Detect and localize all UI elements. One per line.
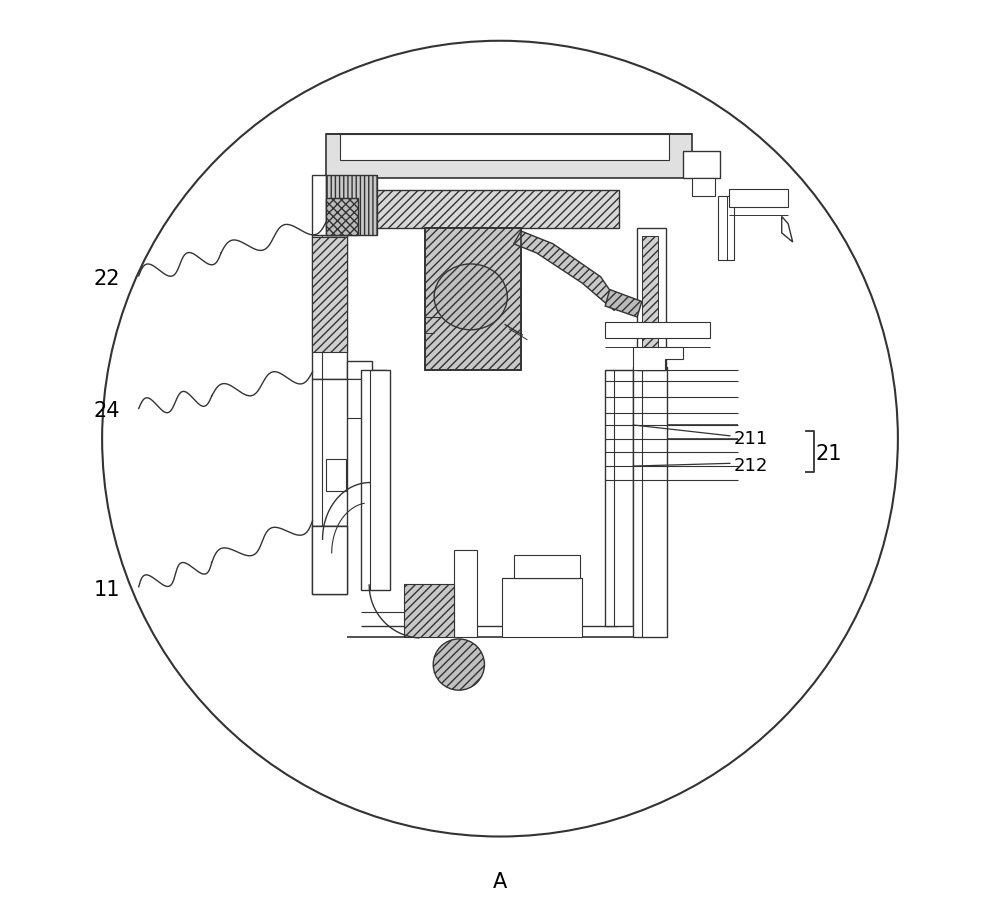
Bar — [361, 370, 390, 590]
Bar — [312, 234, 347, 379]
Text: 22: 22 — [93, 269, 120, 289]
Polygon shape — [312, 175, 347, 234]
Bar — [312, 237, 347, 352]
Bar — [502, 578, 582, 637]
Bar — [692, 178, 715, 197]
Bar — [425, 228, 521, 370]
Polygon shape — [347, 361, 386, 379]
Bar — [642, 236, 658, 363]
Bar — [312, 379, 347, 525]
Text: 11: 11 — [93, 580, 120, 600]
Bar — [326, 459, 346, 491]
Bar — [425, 228, 521, 370]
Bar — [354, 190, 619, 228]
Text: 212: 212 — [733, 457, 768, 475]
Bar — [729, 189, 788, 208]
Bar — [326, 134, 692, 178]
Polygon shape — [312, 525, 347, 594]
Bar — [347, 379, 366, 417]
Polygon shape — [605, 290, 642, 317]
Text: 24: 24 — [93, 402, 120, 421]
Bar — [718, 197, 734, 260]
Polygon shape — [782, 216, 793, 242]
Bar — [514, 555, 580, 578]
Bar — [326, 175, 377, 234]
Text: A: A — [493, 872, 507, 893]
Bar — [605, 321, 710, 338]
Text: 211: 211 — [733, 429, 767, 448]
Bar — [605, 370, 633, 626]
Bar — [637, 228, 666, 370]
Bar — [326, 198, 358, 234]
Bar — [633, 367, 667, 637]
Polygon shape — [633, 347, 683, 370]
Bar — [312, 525, 347, 594]
Bar — [404, 584, 454, 637]
Bar — [683, 150, 720, 178]
Bar — [340, 134, 669, 160]
Polygon shape — [514, 231, 614, 310]
Ellipse shape — [434, 264, 507, 330]
Circle shape — [433, 639, 484, 690]
Bar — [454, 550, 477, 637]
Text: 21: 21 — [816, 444, 842, 464]
